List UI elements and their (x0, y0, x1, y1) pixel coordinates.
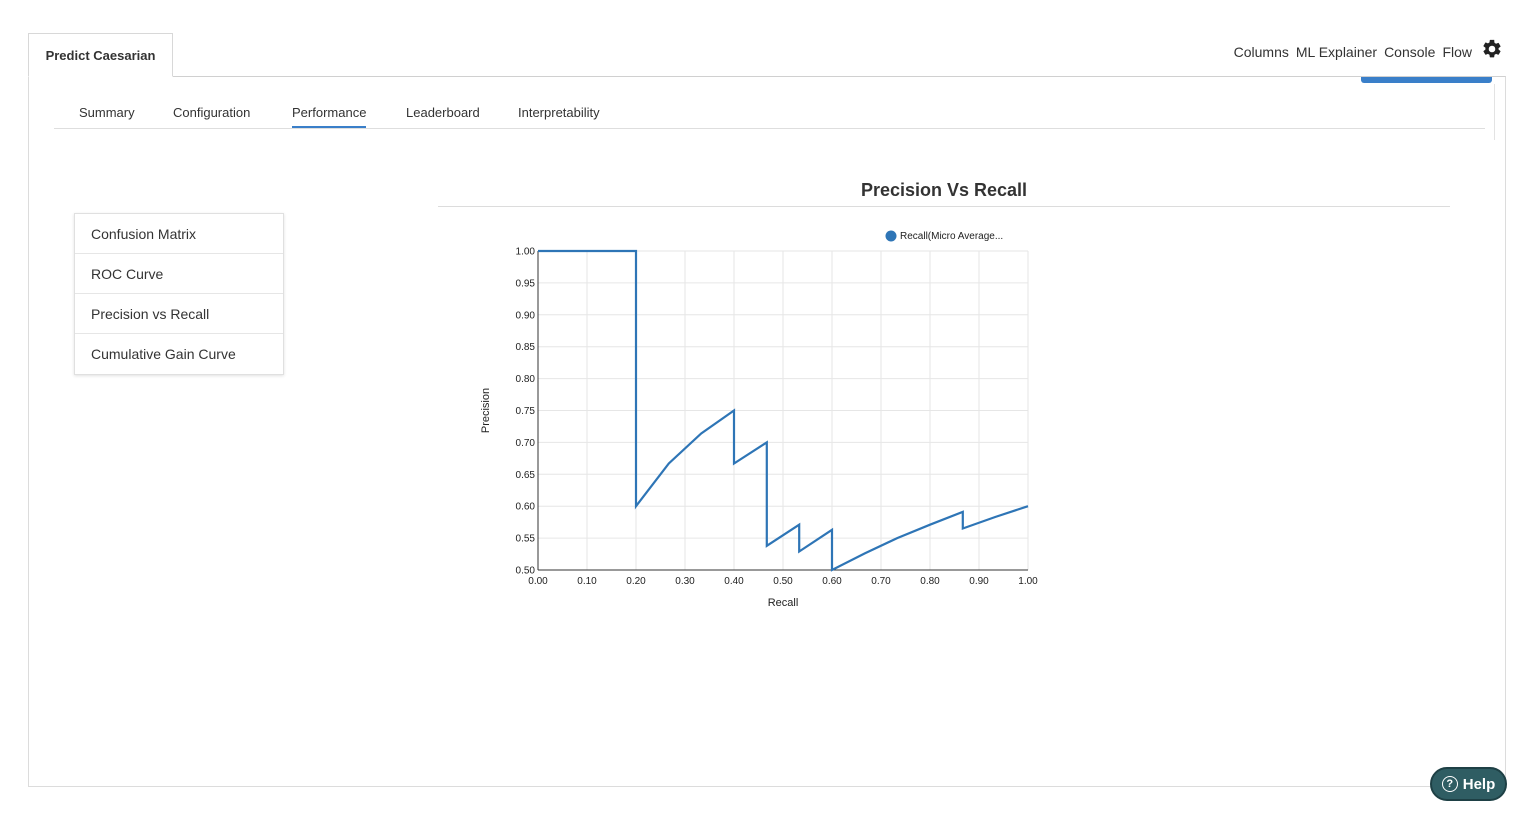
x-tick-label: 0.60 (822, 576, 842, 587)
y-tick-label: 0.65 (516, 470, 536, 481)
divider (1494, 84, 1495, 140)
x-tick-label: 0.70 (871, 576, 891, 587)
x-tick-label: 0.30 (675, 576, 695, 587)
y-tick-label: 0.85 (516, 342, 536, 353)
tab-configuration[interactable]: Configuration (173, 105, 251, 120)
legend-marker (885, 230, 897, 242)
x-tick-label: 0.90 (969, 576, 989, 587)
nav-ml-explainer[interactable]: ML Explainer (1295, 44, 1378, 60)
x-tick-label: 0.10 (577, 576, 597, 587)
x-tick-label: 0.20 (626, 576, 646, 587)
top-nav: Columns ML Explainer Console Flow (1234, 38, 1503, 66)
help-circle-icon: ? (1441, 776, 1458, 792)
menu-item-precision-vs-recall[interactable]: Precision vs Recall (75, 294, 283, 334)
precision-recall-chart: 0.00 0.10 0.20 0.30 0.40 0.50 0.60 0.70 0.80 0.90… (480, 230, 1038, 609)
action-button-edge[interactable] (1361, 77, 1492, 83)
doc-tab-predict-caesarian[interactable]: Predict Caesarian (28, 33, 173, 77)
performance-side-menu: Confusion Matrix ROC Curve Precision vs … (74, 213, 284, 375)
app-frame (28, 76, 1506, 787)
gear-icon[interactable] (1481, 38, 1503, 60)
nav-columns[interactable]: Columns (1233, 44, 1289, 60)
sub-tabs: Summary Configuration Performance Leader… (54, 97, 1485, 129)
help-label: Help (1462, 775, 1496, 793)
tab-leaderboard[interactable]: Leaderboard (406, 105, 480, 120)
y-tick-label: 0.75 (516, 406, 536, 417)
tab-summary[interactable]: Summary (79, 105, 135, 120)
x-tick-label: 1.00 (1018, 576, 1038, 587)
x-tick-label: 0.00 (528, 576, 548, 587)
menu-item-cumulative-gain-curve[interactable]: Cumulative Gain Curve (91, 346, 236, 362)
x-tick-label: 0.50 (773, 576, 793, 587)
y-tick-label: 0.90 (516, 310, 536, 321)
tab-interpretability[interactable]: Interpretability (518, 105, 600, 120)
menu-item-roc-curve[interactable]: ROC Curve (75, 254, 283, 294)
nav-flow[interactable]: Flow (1442, 44, 1472, 60)
y-tick-label: 0.80 (516, 374, 536, 385)
y-tick-label: 0.50 (516, 566, 536, 577)
x-axis-label: Recall (768, 597, 799, 609)
menu-item-confusion-matrix[interactable]: Confusion Matrix (75, 214, 283, 254)
y-tick-label: 0.70 (516, 438, 536, 449)
series-line (538, 249, 1029, 572)
nav-console[interactable]: Console (1384, 44, 1436, 60)
y-tick-label: 1.00 (516, 247, 536, 258)
chart-title-divider (438, 206, 1450, 207)
legend-label: Recall(Micro Average... (900, 231, 1003, 242)
y-tick-label: 0.60 (516, 502, 536, 513)
x-tick-label: 0.80 (920, 576, 940, 587)
tab-performance[interactable]: Performance (292, 105, 367, 128)
y-tick-label: 0.95 (516, 278, 536, 289)
help-button[interactable]: ? Help (1430, 767, 1507, 801)
y-axis-label: Precision (480, 388, 492, 433)
x-tick-label: 0.40 (724, 576, 744, 587)
y-tick-label: 0.55 (516, 534, 536, 545)
chart-title: Precision Vs Recall (860, 180, 1028, 200)
